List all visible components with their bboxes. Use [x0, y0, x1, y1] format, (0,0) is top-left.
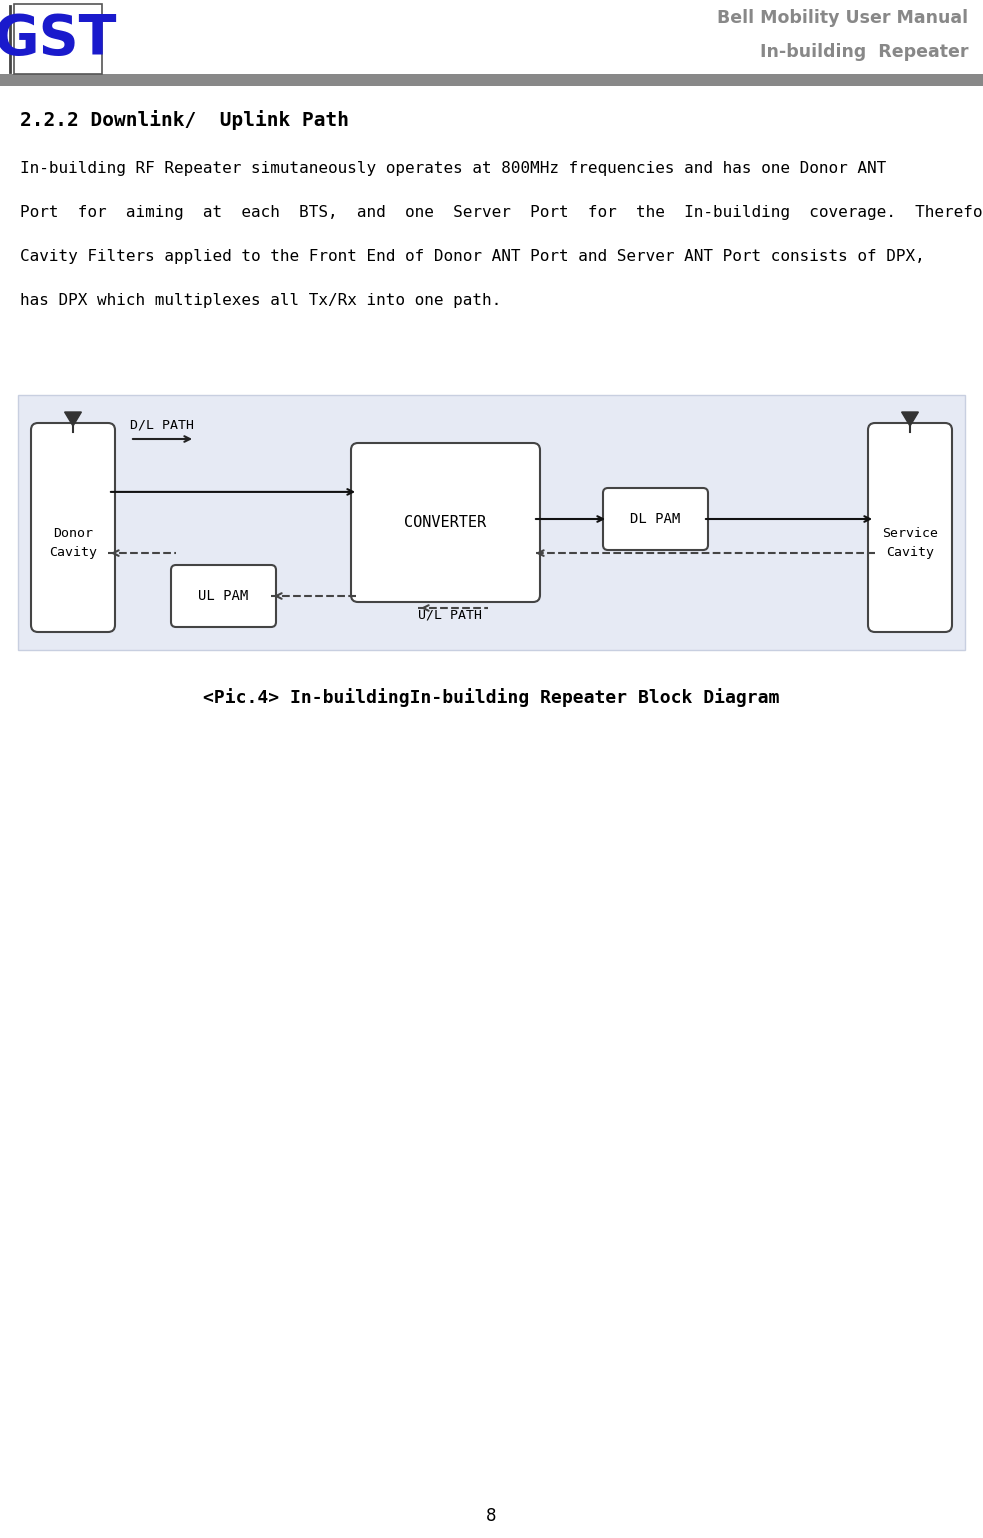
Text: UL PAM: UL PAM — [199, 589, 249, 603]
Polygon shape — [65, 412, 82, 426]
FancyBboxPatch shape — [603, 488, 708, 551]
Bar — [18, 395, 965, 651]
Text: Donor
Cavity: Donor Cavity — [49, 528, 97, 560]
Polygon shape — [901, 412, 918, 426]
Bar — [0, 74, 983, 86]
Text: 8: 8 — [487, 1507, 496, 1526]
Text: <Pic.4> In-buildingIn-building Repeater Block Diagram: <Pic.4> In-buildingIn-building Repeater … — [203, 689, 780, 707]
Text: Service
Cavity: Service Cavity — [882, 528, 938, 560]
Text: D/L PATH: D/L PATH — [130, 418, 194, 431]
Text: Cavity Filters applied to the Front End of Donor ANT Port and Server ANT Port co: Cavity Filters applied to the Front End … — [20, 249, 925, 263]
Text: U/L PATH: U/L PATH — [418, 609, 482, 621]
Text: In-building  Repeater: In-building Repeater — [760, 43, 968, 62]
Text: DL PAM: DL PAM — [630, 512, 680, 526]
FancyBboxPatch shape — [171, 564, 276, 628]
Text: Bell Mobility User Manual: Bell Mobility User Manual — [717, 9, 968, 28]
FancyBboxPatch shape — [31, 423, 115, 632]
Text: Port  for  aiming  at  each  BTS,  and  one  Server  Port  for  the  In-building: Port for aiming at each BTS, and one Ser… — [20, 205, 983, 220]
FancyBboxPatch shape — [351, 443, 540, 601]
FancyBboxPatch shape — [868, 423, 952, 632]
Text: 2.2.2 Downlink/  Uplink Path: 2.2.2 Downlink/ Uplink Path — [20, 111, 349, 131]
Text: has DPX which multiplexes all Tx/Rx into one path.: has DPX which multiplexes all Tx/Rx into… — [20, 292, 501, 308]
Text: GST: GST — [0, 12, 117, 66]
Text: CONVERTER: CONVERTER — [404, 515, 487, 531]
Text: In-building RF Repeater simutaneously operates at 800MHz frequencies and has one: In-building RF Repeater simutaneously op… — [20, 160, 887, 175]
